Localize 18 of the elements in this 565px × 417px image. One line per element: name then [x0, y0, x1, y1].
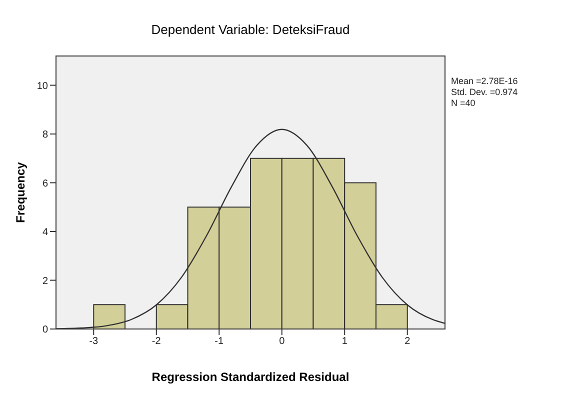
x-tick-label: 2: [404, 336, 411, 348]
text: Mean =2.78E-16: [451, 76, 518, 87]
y-tick-label: 0: [42, 324, 48, 336]
x-tick-label: -1: [214, 336, 224, 348]
y-tick-label: 2: [42, 276, 48, 287]
y-tick-label: 10: [36, 80, 48, 92]
y-axis-title: Frequency: [13, 162, 28, 223]
x-tick-label: 1: [342, 336, 348, 348]
x-tick-label: -3: [89, 336, 99, 348]
x-axis-title: Regression Standardized Residual: [152, 370, 350, 384]
text: N =40: [451, 98, 476, 109]
y-tick-label: 8: [42, 130, 48, 141]
y-tick-label: 4: [42, 227, 48, 238]
y-tick-label: 6: [42, 178, 48, 190]
x-tick-label: -2: [152, 336, 162, 348]
x-tick-label: 0: [279, 336, 286, 348]
text: Std. Dev. =0.974: [451, 87, 518, 98]
chart-title: Dependent Variable: DeteksiFraud: [150, 22, 351, 37]
